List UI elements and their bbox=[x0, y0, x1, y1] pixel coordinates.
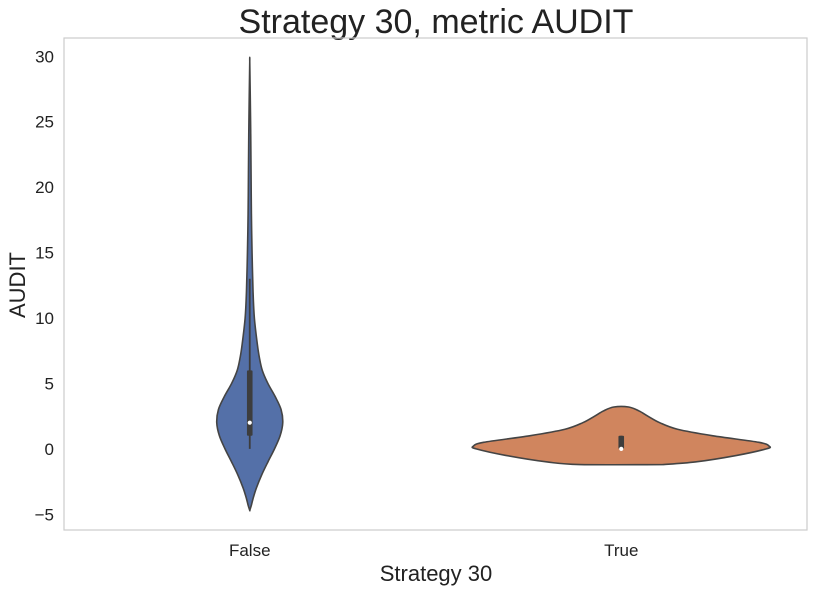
y-tick-label: 10 bbox=[35, 309, 54, 328]
violin-median-point bbox=[247, 420, 252, 425]
violin-body-true bbox=[471, 405, 772, 466]
y-tick-label: 30 bbox=[35, 47, 54, 66]
chart-title: Strategy 30, metric AUDIT bbox=[239, 3, 634, 41]
x-axis-label: Strategy 30 bbox=[380, 561, 493, 586]
plot-frame bbox=[63, 37, 808, 531]
violins bbox=[215, 56, 772, 512]
violin-median-point bbox=[619, 446, 624, 451]
y-tick-label: 5 bbox=[45, 374, 54, 393]
y-ticks: −5 0 5 10 15 20 25 30 bbox=[35, 47, 54, 524]
y-tick-label: 25 bbox=[35, 113, 54, 132]
x-tick-label: False bbox=[229, 541, 271, 560]
x-ticks: False True bbox=[229, 541, 638, 560]
y-axis-label: AUDIT bbox=[5, 252, 30, 318]
x-tick-label: True bbox=[604, 541, 638, 560]
plot-area bbox=[63, 37, 808, 531]
y-tick-label: 20 bbox=[35, 178, 54, 197]
violin-iqr-box bbox=[618, 435, 625, 449]
y-tick-label: −5 bbox=[35, 505, 54, 524]
y-tick-label: 15 bbox=[35, 244, 54, 263]
y-tick-label: 0 bbox=[45, 440, 54, 459]
violin-iqr-box bbox=[246, 370, 253, 436]
